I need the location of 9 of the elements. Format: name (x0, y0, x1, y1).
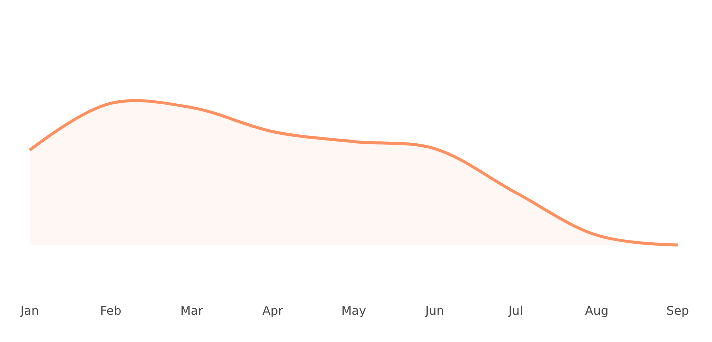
x-tick-label: Feb (100, 304, 122, 318)
x-tick-label: Jun (424, 304, 444, 318)
x-tick-label: Jul (508, 304, 524, 318)
x-tick-label: Mar (180, 304, 204, 318)
x-tick-label: Jan (20, 304, 40, 318)
x-tick-label: Apr (262, 304, 284, 318)
x-tick-label: Aug (585, 304, 609, 318)
x-tick-label: Sep (666, 304, 690, 318)
x-tick-label: May (342, 304, 366, 318)
